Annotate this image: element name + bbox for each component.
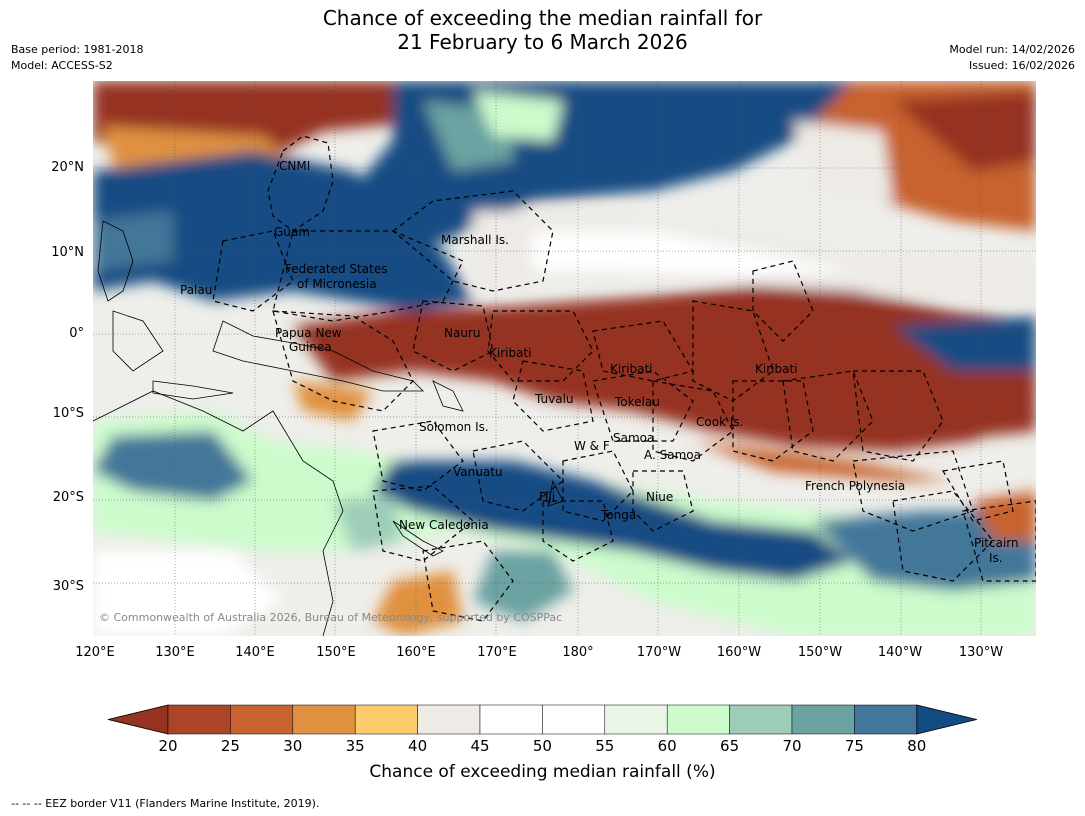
coastlines (93, 220, 564, 636)
colorbar-cell (167, 704, 231, 735)
region-label: Fiji (539, 490, 555, 504)
colorbar-cell (417, 704, 481, 735)
meta-right: Model run: 14/02/2026 Issued: 16/02/2026 (949, 42, 1075, 74)
colorbar-cell (542, 704, 606, 735)
region-label: Federated States (285, 262, 387, 276)
meta-left: Base period: 1981-2018 Model: ACCESS-S2 (11, 42, 143, 74)
colorbar-tick-label: 50 (532, 737, 552, 755)
region-label: Is. (989, 551, 1003, 565)
model-run: Model run: 14/02/2026 (949, 43, 1075, 56)
region-label: Kiribati (489, 346, 531, 360)
rainfall-map: © Commonwealth of Australia 2026, Bureau… (93, 81, 1036, 636)
region-label: W & F (574, 439, 610, 453)
region-label: Vanuatu (453, 465, 503, 479)
colorbar-tick-label: 20 (158, 737, 178, 755)
title-line-2: 21 February to 6 March 2026 (397, 30, 688, 54)
region-label: Guinea (289, 340, 332, 354)
colorbar-cells (107, 704, 977, 735)
region-label: Nauru (444, 326, 480, 340)
lon-label: 120°E (75, 645, 115, 660)
lon-label: 140°W (877, 645, 923, 660)
region-label: French Polynesia (805, 479, 905, 493)
colorbar-cell (604, 704, 668, 735)
eez-legend-note: -- -- -- EEZ border V11 (Flanders Marine… (11, 797, 320, 810)
colorbar-cell (854, 704, 918, 735)
colorbar (107, 704, 977, 735)
colorbar-cell (354, 704, 418, 735)
lon-label: 160°W (716, 645, 762, 660)
colorbar-cell (479, 704, 543, 735)
lon-label: 150°W (797, 645, 843, 660)
lon-label: 160°E (396, 645, 436, 660)
lon-label: 150°E (316, 645, 356, 660)
region-label: Kiribati (610, 362, 652, 376)
region-label: of Micronesia (297, 277, 377, 291)
region-label: Samoa (613, 431, 654, 445)
title-line-1: Chance of exceeding the median rainfall … (322, 6, 763, 30)
region-label: Tokelau (614, 395, 660, 409)
rainfall-field (93, 81, 1036, 636)
colorbar-cell (292, 704, 356, 735)
colorbar-cell (230, 704, 294, 735)
lon-label: 140°E (235, 645, 275, 660)
colorbar-tick-label: 55 (595, 737, 615, 755)
region-label: Cook Is. (696, 415, 743, 429)
colorbar-cell (666, 704, 730, 735)
region-label: Kiribati (755, 362, 797, 376)
colorbar-tick-label: 25 (220, 737, 240, 755)
region-label: CNMI (279, 159, 310, 173)
colorbar-title: Chance of exceeding median rainfall (%) (369, 762, 716, 782)
colorbar-tick-label: 45 (470, 737, 490, 755)
graticule (93, 81, 1036, 636)
lat-label: 10°S (52, 406, 84, 421)
region-label: Niue (646, 490, 673, 504)
colorbar-tick-label: 80 (907, 737, 927, 755)
copyright-notice: © Commonwealth of Australia 2026, Bureau… (99, 611, 562, 624)
colorbar-extend-low (107, 704, 169, 735)
region-label: Tuvalu (534, 392, 574, 406)
map-svg: © Commonwealth of Australia 2026, Bureau… (93, 81, 1036, 636)
colorbar-tick-label: 70 (782, 737, 802, 755)
colorbar-tick-label: 35 (345, 737, 365, 755)
colorbar-tick-label: 30 (283, 737, 303, 755)
colorbar-tick-label: 75 (844, 737, 864, 755)
region-label: Palau (180, 283, 212, 297)
lon-label: 130°E (155, 645, 195, 660)
issued-date: Issued: 16/02/2026 (968, 59, 1075, 72)
colorbar-cell (791, 704, 855, 735)
region-label: New Caledonia (399, 518, 489, 532)
lon-label: 130°W (958, 645, 1004, 660)
lat-label: 10°N (51, 245, 84, 260)
colorbar-cell (729, 704, 793, 735)
lon-label: 170°E (477, 645, 517, 660)
lat-label: 20°S (52, 490, 84, 505)
base-period: Base period: 1981-2018 (11, 43, 144, 56)
region-label: Marshall Is. (441, 233, 509, 247)
lat-label: 20°N (51, 160, 84, 175)
colorbar-tick-label: 65 (720, 737, 740, 755)
model-name: Model: ACCESS-S2 (11, 59, 113, 72)
colorbar-extend-high (916, 704, 977, 735)
region-label: Papua New (275, 326, 342, 340)
region-label: Pitcairn (974, 536, 1019, 550)
lon-label: 180° (562, 645, 594, 660)
lat-label: 0° (69, 326, 84, 341)
chart-title: Chance of exceeding the median rainfall … (0, 6, 1085, 54)
region-label: Guam (274, 225, 310, 239)
lat-label: 30°S (52, 579, 84, 594)
region-label: A. Samoa (644, 448, 701, 462)
eez-borders (212, 135, 1036, 622)
region-labels: CNMI Guam Marshall Is. Federated States … (180, 159, 1019, 565)
region-label: Solomon Is. (419, 420, 489, 434)
colorbar-tick-label: 60 (657, 737, 677, 755)
region-label: Tonga (600, 508, 636, 522)
colorbar-tick-label: 40 (408, 737, 428, 755)
lon-label: 170°W (636, 645, 682, 660)
